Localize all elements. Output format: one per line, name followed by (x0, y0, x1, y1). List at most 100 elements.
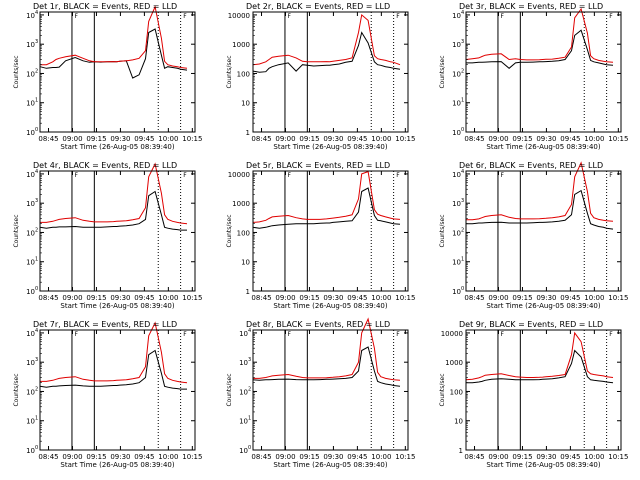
x-tick-label: 09:45 (560, 294, 580, 302)
x-tick-label: 09:30 (323, 135, 343, 143)
x-tick-label: 10:15 (182, 135, 202, 143)
x-tick-label: 09:15 (299, 453, 319, 461)
y-tick-exponent: 2 (461, 68, 464, 74)
y-axis-label: Counts/sec (439, 373, 446, 406)
y-axis-label: Counts/sec (439, 55, 446, 88)
x-tick-label: 09:45 (347, 135, 367, 143)
y-tick-label: 10 (239, 447, 248, 455)
y-tick-exponent: 4 (35, 10, 38, 16)
y-axis-label: Counts/sec (226, 373, 233, 406)
series-line-lld (253, 317, 401, 381)
y-tick-exponent: 0 (248, 445, 251, 451)
y-tick-label: 10 (452, 70, 461, 78)
y-tick-exponent: 4 (461, 169, 464, 175)
marker-label: F (288, 172, 292, 179)
series-line-lld (465, 331, 614, 381)
y-tick-exponent: 1 (35, 98, 38, 104)
x-tick-label: 09:15 (512, 135, 532, 143)
y-tick-label: 10 (26, 229, 35, 237)
marker-label: F (609, 172, 613, 179)
x-tick-label: 09:00 (488, 135, 508, 143)
y-tick-label: 10000 (441, 330, 463, 338)
x-tick-label: 09:00 (62, 135, 82, 143)
y-tick-label: 10 (26, 129, 35, 137)
panel-title: Det 5r, BLACK = Events, RED = LLD (246, 161, 390, 170)
marker-label: F (75, 172, 79, 179)
y-tick-label: 10 (452, 129, 461, 137)
x-tick-label: 09:30 (323, 294, 343, 302)
series-line-events (39, 190, 187, 231)
y-tick-label: 1 (459, 447, 463, 455)
y-tick-label: 10 (452, 100, 461, 108)
y-tick-label: 10 (26, 418, 35, 426)
y-tick-exponent: 1 (248, 416, 251, 422)
x-tick-label: 09:00 (488, 453, 508, 461)
y-tick-label: 10 (241, 100, 250, 108)
marker-label: F (75, 13, 79, 20)
axes-frame (39, 329, 196, 451)
x-tick-label: 08:45 (464, 453, 484, 461)
x-tick-label: 08:45 (464, 135, 484, 143)
x-tick-label: 10:00 (158, 135, 178, 143)
marker-label: F (396, 13, 400, 20)
axes-frame (39, 170, 196, 292)
x-tick-label: 10:15 (608, 294, 628, 302)
x-tick-label: 09:30 (110, 135, 130, 143)
y-tick-label: 1000 (445, 359, 463, 367)
x-axis-label: Start Time (26-Aug-05 08:39:40) (486, 302, 600, 310)
marker-label: F (609, 331, 613, 338)
x-tick-label: 10:15 (608, 453, 628, 461)
x-tick-label: 10:00 (371, 453, 391, 461)
x-tick-label: 10:15 (182, 294, 202, 302)
y-tick-exponent: 2 (35, 68, 38, 74)
series-line-events (252, 346, 401, 387)
x-tick-label: 10:00 (158, 294, 178, 302)
y-tick-label: 10 (239, 418, 248, 426)
x-tick-label: 09:30 (323, 453, 343, 461)
y-tick-label: 10 (26, 447, 35, 455)
series-line-lld (252, 13, 401, 66)
axes-frame (465, 170, 622, 292)
y-tick-label: 10 (452, 41, 461, 49)
x-axis-label: Start Time (26-Aug-05 08:39:40) (273, 461, 387, 469)
x-tick-label: 08:45 (38, 294, 58, 302)
y-tick-label: 10 (26, 100, 35, 108)
x-tick-label: 09:00 (488, 294, 508, 302)
y-tick-exponent: 2 (35, 386, 38, 392)
marker-label: F (609, 13, 613, 20)
x-tick-label: 09:45 (347, 453, 367, 461)
x-tick-label: 10:15 (608, 135, 628, 143)
y-tick-label: 10000 (228, 12, 250, 20)
x-tick-label: 08:45 (38, 453, 58, 461)
x-tick-label: 09:15 (86, 135, 106, 143)
marker-label: F (183, 331, 187, 338)
y-tick-exponent: 0 (35, 286, 38, 292)
x-axis-label: Start Time (26-Aug-05 08:39:40) (486, 461, 600, 469)
y-tick-label: 10 (239, 359, 248, 367)
axes-frame (252, 170, 409, 292)
y-tick-label: 1 (246, 288, 250, 296)
panel-title: Det 7r, BLACK = Events, RED = LLD (33, 320, 177, 329)
y-tick-label: 10 (239, 388, 248, 396)
panel-title: Det 2r, BLACK = Events, RED = LLD (246, 2, 390, 11)
marker-label: F (501, 172, 505, 179)
y-tick-label: 10 (454, 418, 463, 426)
y-axis-label: Counts/sec (13, 55, 20, 88)
x-tick-label: 09:00 (275, 294, 295, 302)
y-tick-exponent: 3 (35, 198, 38, 204)
y-tick-exponent: 4 (35, 169, 38, 175)
y-tick-label: 10 (239, 330, 248, 338)
y-tick-exponent: 0 (35, 445, 38, 451)
x-tick-label: 10:15 (395, 294, 415, 302)
axes-frame (39, 11, 196, 133)
y-tick-label: 10 (26, 359, 35, 367)
y-tick-label: 10000 (228, 171, 250, 179)
marker-label: F (183, 13, 187, 20)
x-tick-label: 09:15 (512, 453, 532, 461)
